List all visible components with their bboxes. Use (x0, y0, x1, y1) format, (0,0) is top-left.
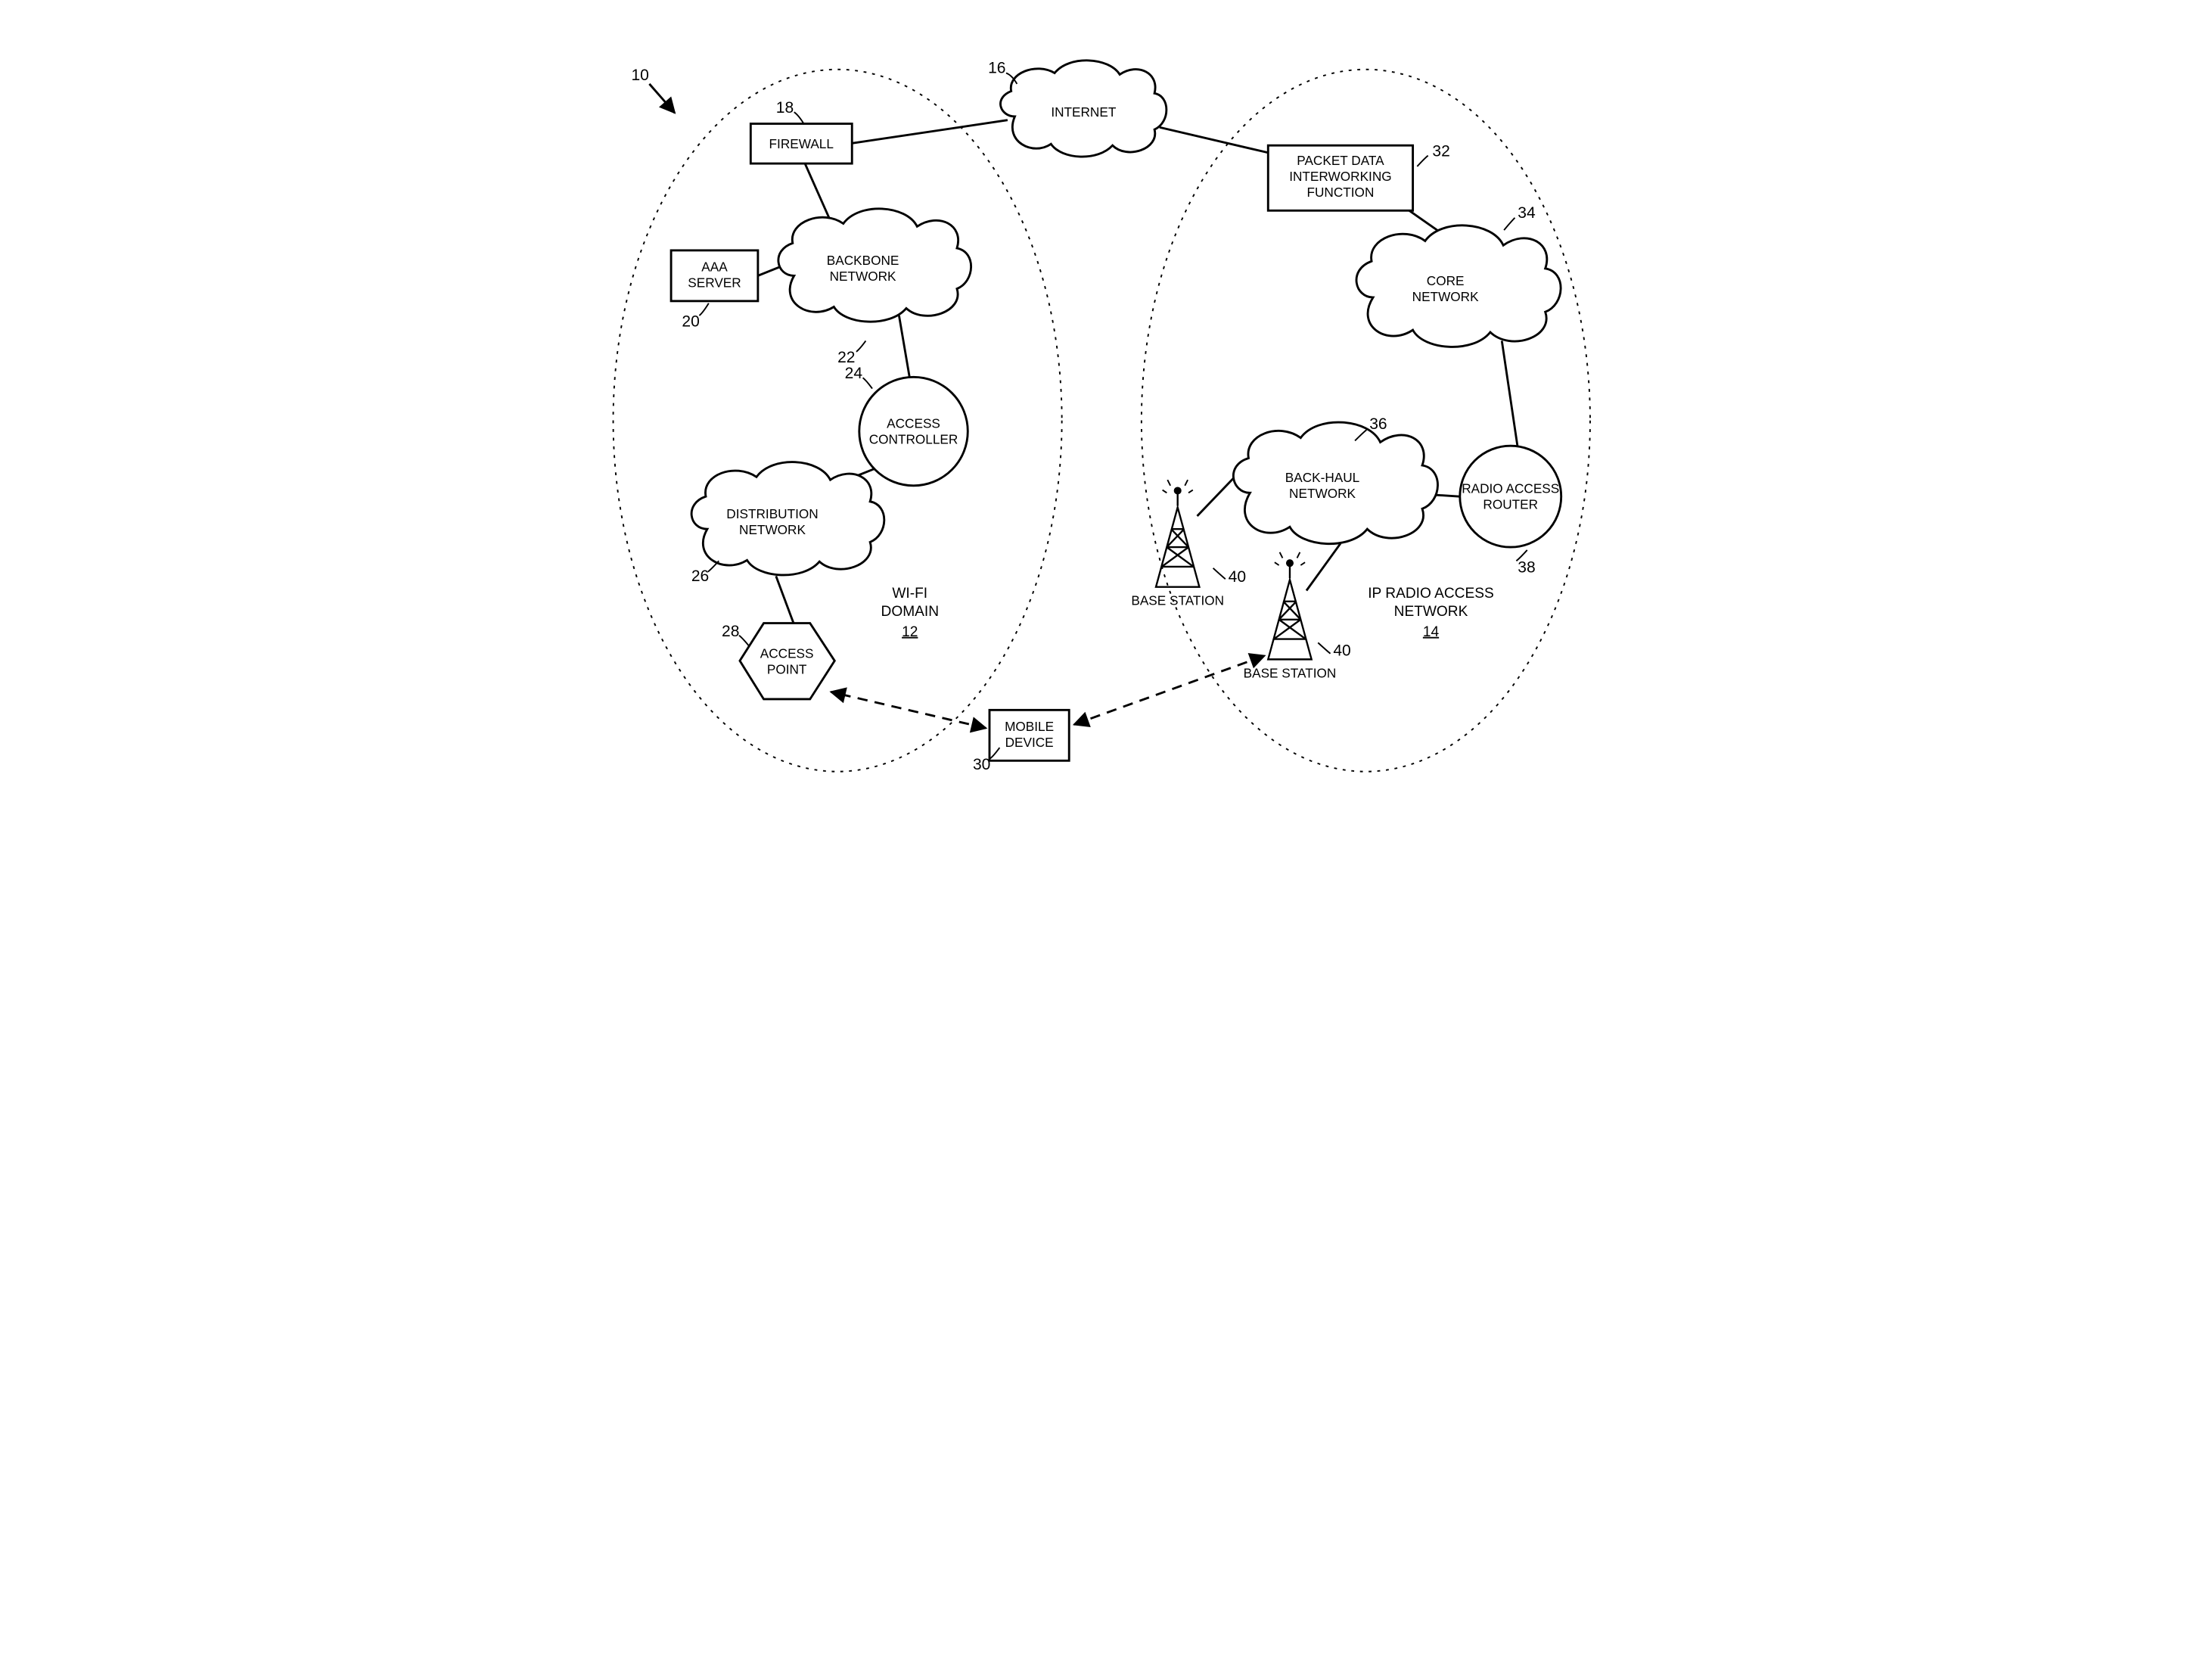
firewall-node: FIREWALL (750, 123, 852, 163)
svg-text:PACKET DATA: PACKET DATA (1297, 153, 1384, 168)
pdif-node: PACKET DATA INTERWORKING FUNCTION (1268, 145, 1412, 210)
ref-28: 28 (722, 623, 739, 640)
svg-text:BACK-HAUL: BACK-HAUL (1285, 470, 1359, 485)
base-station-2-label: BASE STATION (1244, 665, 1337, 680)
svg-text:WI-FI: WI-FI (892, 586, 927, 602)
wifi-domain-ellipse (614, 70, 1062, 772)
figure-ref-arrow: 10 (631, 67, 674, 113)
base-station-1-node: BASE STATION (1131, 480, 1224, 608)
tower-icon (1156, 480, 1199, 587)
ref-16: 16 (988, 60, 1005, 77)
ref-32: 32 (1432, 143, 1449, 160)
mobile-device-node: MOBILE DEVICE (989, 710, 1069, 760)
svg-text:DISTRIBUTION: DISTRIBUTION (726, 506, 818, 521)
svg-text:ACCESS: ACCESS (760, 645, 814, 661)
backhaul-node: BACK-HAUL NETWORK (1233, 422, 1437, 544)
svg-text:NETWORK: NETWORK (1412, 289, 1479, 304)
svg-text:ROUTER: ROUTER (1483, 496, 1538, 512)
svg-text:INTERWORKING: INTERWORKING (1289, 169, 1391, 184)
svg-text:CONTROLLER: CONTROLLER (869, 431, 958, 446)
svg-text:NETWORK: NETWORK (1394, 604, 1468, 620)
svg-text:NETWORK: NETWORK (739, 522, 806, 537)
distribution-node: DISTRIBUTION NETWORK (691, 462, 884, 575)
svg-text:DEVICE: DEVICE (1005, 735, 1054, 750)
svg-text:POINT: POINT (767, 662, 807, 677)
svg-text:FUNCTION: FUNCTION (1307, 185, 1375, 200)
svg-text:DOMAIN: DOMAIN (881, 604, 940, 620)
access-point-node: ACCESS POINT (738, 623, 834, 699)
base-station-2-node: BASE STATION (1244, 552, 1337, 680)
ref-38: 38 (1518, 559, 1535, 577)
tower-icon (1268, 552, 1311, 660)
ref-22: 22 (837, 349, 855, 366)
internet-label: INTERNET (1051, 104, 1117, 120)
ref-18: 18 (776, 99, 794, 117)
ip-radio-domain-label: IP RADIO ACCESS NETWORK 14 (1368, 586, 1494, 640)
svg-text:AAA: AAA (701, 260, 728, 275)
wifi-domain-ref: 12 (902, 624, 918, 640)
access-controller-node: ACCESS CONTROLLER (859, 377, 968, 485)
ref-24: 24 (845, 365, 863, 382)
ref-26: 26 (691, 568, 709, 585)
ip-radio-domain-ref: 14 (1423, 624, 1440, 640)
ref-34: 34 (1518, 204, 1536, 222)
svg-text:CORE: CORE (1427, 273, 1465, 288)
ref-20: 20 (682, 313, 699, 330)
radio-router-node: RADIO ACCESS ROUTER (1460, 446, 1561, 547)
ref-40-1: 40 (1229, 568, 1246, 586)
svg-text:NETWORK: NETWORK (1289, 486, 1356, 501)
network-diagram: 10 WI-FI DOMAIN 12 IP RADIO ACCESS NETWO… (576, 15, 1636, 816)
svg-text:SERVER: SERVER (688, 275, 741, 291)
ref-40-2: 40 (1333, 642, 1350, 660)
svg-text:ACCESS: ACCESS (887, 415, 940, 431)
firewall-label: FIREWALL (769, 136, 834, 151)
internet-node: INTERNET (1000, 61, 1166, 157)
figure-ref-num: 10 (631, 67, 648, 84)
aaa-server-node: AAA SERVER (671, 250, 758, 301)
ref-36: 36 (1369, 415, 1387, 433)
svg-text:BACKBONE: BACKBONE (827, 253, 899, 268)
base-station-1-label: BASE STATION (1131, 593, 1224, 608)
ref-30: 30 (973, 756, 990, 773)
svg-text:NETWORK: NETWORK (830, 269, 896, 284)
svg-text:IP RADIO ACCESS: IP RADIO ACCESS (1368, 586, 1494, 602)
wifi-domain-label: WI-FI DOMAIN 12 (881, 586, 940, 640)
core-network-node: CORE NETWORK (1356, 225, 1561, 347)
svg-text:RADIO ACCESS: RADIO ACCESS (1462, 480, 1559, 496)
svg-text:MOBILE: MOBILE (1005, 719, 1054, 734)
backbone-node: BACKBONE NETWORK (778, 209, 971, 322)
